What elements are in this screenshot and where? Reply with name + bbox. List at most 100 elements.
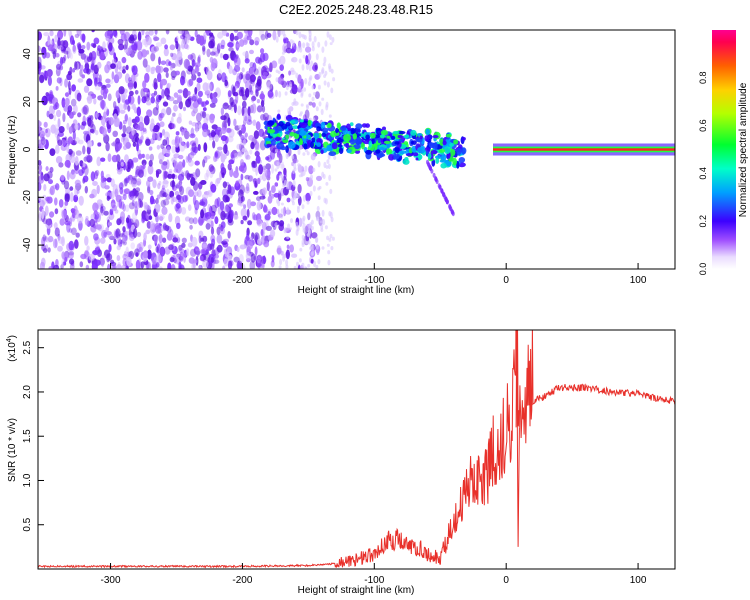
heatmap-noise-cell — [177, 173, 185, 181]
heatmap-noise-cell — [128, 250, 135, 260]
heatmap-noise-cell — [52, 238, 58, 249]
heatmap-noise-cell — [242, 139, 247, 146]
heatmap-carrier-cell — [461, 137, 466, 141]
heatmap-noise-cell — [61, 100, 66, 107]
heatmap-noise-cell — [228, 47, 234, 52]
heatmap-noise-cell — [233, 30, 239, 33]
heatmap-noise-cell — [171, 173, 175, 180]
heatmap-noise-cell — [159, 112, 165, 119]
heatmap-noise-cell — [205, 222, 211, 230]
heatmap-noise-cell — [188, 120, 193, 125]
heatmap-noise-cell — [77, 42, 82, 51]
heatmap-noise-cell — [172, 196, 177, 203]
heatmap-noise-cell — [54, 197, 58, 206]
heatmap-noise-cell — [153, 46, 159, 52]
heatmap-noise-cell — [328, 237, 332, 242]
heatmap-noise-cell — [330, 246, 334, 251]
heatmap-carrier-cell — [452, 157, 457, 166]
heatmap-noise-cell — [222, 213, 228, 218]
heatmap-noise-cell — [149, 138, 155, 145]
snr-x-label: Height of straight line (km) — [298, 585, 415, 596]
heatmap-noise-cell — [260, 235, 267, 245]
heatmap-noise-cell — [100, 115, 106, 126]
heatmap-noise-cell — [298, 217, 303, 227]
heatmap-noise-cell — [302, 152, 306, 156]
heatmap-carrier-cell — [380, 134, 385, 138]
heatmap-noise-cell — [111, 142, 117, 147]
heatmap-noise-cell — [122, 236, 126, 246]
heatmap-carrier-cell — [293, 132, 300, 140]
heatmap-noise-cell — [145, 35, 149, 42]
heatmap-noise-cell — [40, 136, 46, 146]
heatmap-noise-cell — [131, 180, 137, 188]
heatmap-noise-cell — [172, 112, 176, 117]
heatmap-noise-cell — [197, 90, 203, 98]
heatmap-noise-cell — [209, 81, 214, 92]
heatmap-noise-cell — [146, 91, 151, 97]
heatmap-carrier-cell — [360, 142, 365, 150]
heatmap-noise-cell — [129, 196, 136, 201]
heatmap-noise-cell — [121, 56, 127, 64]
heatmap-noise-cell — [92, 43, 97, 49]
heatmap-noise-cell — [287, 223, 291, 229]
heatmap-noise-cell — [106, 253, 113, 261]
heatmap-noise-cell — [326, 81, 330, 88]
heatmap-noise-cell — [233, 256, 240, 263]
heatmap-noise-cell — [159, 132, 163, 138]
heatmap-noise-cell — [149, 153, 154, 162]
heatmap-noise-cell — [202, 107, 207, 112]
heatmap-noise-cell — [131, 212, 137, 222]
heatmap-noise-cell — [200, 180, 207, 185]
heatmap-noise-cell — [202, 82, 209, 92]
heatmap-carrier-cell — [371, 137, 375, 145]
heatmap-noise-cell — [311, 96, 315, 102]
heatmap-noise-cell — [209, 113, 215, 124]
heatmap-noise-cell — [198, 265, 202, 269]
heatmap-noise-cell — [239, 244, 246, 250]
heatmap-noise-cell — [205, 216, 212, 224]
heatmap-noise-cell — [170, 52, 174, 58]
heatmap-noise-cell — [71, 84, 76, 92]
heatmap-noise-cell — [104, 64, 110, 74]
heatmap-noise-cell — [264, 214, 271, 221]
heatmap-noise-cell — [322, 218, 326, 226]
heatmap-noise-cell — [170, 180, 176, 188]
heatmap-noise-cell — [281, 161, 285, 171]
heatmap-noise-cell — [211, 58, 218, 69]
heatmap-noise-cell — [262, 187, 267, 195]
heatmap-noise-cell — [105, 78, 111, 84]
heatmap-noise-cell — [228, 65, 233, 74]
heatmap-noise-cell — [321, 246, 325, 250]
heatmap-noise-cell — [58, 126, 65, 133]
heatmap-noise-cell — [132, 142, 137, 147]
heatmap-noise-cell — [187, 54, 194, 60]
heatmap-noise-cell — [314, 64, 318, 71]
heatmap-noise-cell — [251, 95, 257, 102]
heatmap-carrier-cell — [416, 133, 423, 137]
heatmap-carrier-cell — [380, 129, 388, 136]
heatmap-noise-cell — [43, 31, 50, 37]
heatmap-noise-cell — [320, 228, 324, 233]
heatmap-carrier-cell — [371, 143, 377, 147]
heatmap-noise-cell — [82, 121, 87, 127]
heatmap-noise-cell — [154, 30, 158, 35]
heatmap-noise-cell — [229, 97, 234, 106]
heatmap-noise-cell — [73, 194, 79, 203]
heatmap-noise-cell — [305, 192, 311, 202]
heatmap-noise-cell — [188, 189, 195, 198]
spectrogram-y-tick-label: 20 — [22, 96, 33, 108]
spectrogram-image — [38, 30, 675, 269]
heatmap-noise-cell — [306, 105, 309, 110]
heatmap-noise-cell — [220, 44, 225, 50]
heatmap-noise-cell — [248, 135, 255, 141]
spectrogram-x-tick-label: 0 — [503, 275, 509, 286]
heatmap-noise-cell — [162, 179, 169, 189]
heatmap-noise-cell — [60, 264, 64, 269]
heatmap-noise-cell — [299, 247, 303, 252]
heatmap-noise-cell — [146, 101, 152, 106]
heatmap-noise-cell — [309, 75, 313, 80]
heatmap-noise-cell — [271, 185, 276, 194]
heatmap-noise-cell — [201, 193, 209, 200]
heatmap-noise-cell — [279, 220, 285, 227]
